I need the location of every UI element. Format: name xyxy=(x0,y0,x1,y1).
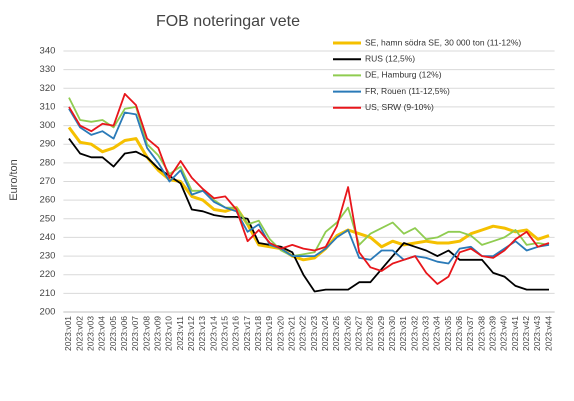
y-axis-label: Euro/ton xyxy=(8,159,20,201)
x-tick-label: 2023:v44 xyxy=(543,316,553,351)
x-tick-label: 2023:v24 xyxy=(320,316,330,351)
x-tick-label: 2023:v29 xyxy=(376,316,386,351)
legend-label: FR, Rouen (11-12,5%) xyxy=(365,86,450,96)
series-line xyxy=(68,138,549,293)
x-tick-label: 2023:v37 xyxy=(465,316,475,351)
x-tick-label: 2023:v19 xyxy=(264,316,274,351)
legend-label: US, SRW (9-10%) xyxy=(365,102,434,112)
y-tick-label: 210 xyxy=(40,288,56,299)
x-tick-label: 2023:v41 xyxy=(510,316,520,351)
x-tick-label: 2023:v34 xyxy=(432,316,442,351)
x-tick-label: 2023:v09 xyxy=(153,316,163,351)
x-tick-label: 2023:v30 xyxy=(387,316,397,351)
chart-title: FOB noteringar vete xyxy=(156,13,300,30)
x-tick-label: 2023:v38 xyxy=(476,316,486,351)
y-tick-label: 270 xyxy=(40,176,56,187)
series-line xyxy=(68,108,550,265)
x-tick-label: 2023:v07 xyxy=(130,316,140,351)
x-tick-label: 2023:v36 xyxy=(454,316,464,351)
legend-label: RUS (12,5%) xyxy=(365,53,415,63)
x-tick-label: 2023:v26 xyxy=(342,316,352,351)
x-tick-label: 2023:v05 xyxy=(108,316,118,351)
x-tick-label: 2023:v42 xyxy=(521,316,531,351)
y-tick-label: 300 xyxy=(40,120,56,131)
x-tick-label: 2023:v12 xyxy=(186,316,196,351)
y-tick-label: 240 xyxy=(40,232,56,243)
y-tick-label: 250 xyxy=(40,213,56,224)
x-tick-label: 2023:v27 xyxy=(353,316,363,351)
legend-label: DE, Hamburg (12%) xyxy=(365,70,442,80)
x-tick-label: 2023:v04 xyxy=(97,316,107,351)
x-tick-label: 2023:v32 xyxy=(409,316,419,351)
x-tick-label: 2023:v21 xyxy=(287,316,297,351)
x-tick-label: 2023:v03 xyxy=(86,316,96,351)
x-tick-label: 2023:v02 xyxy=(74,316,84,351)
y-tick-label: 330 xyxy=(40,64,56,75)
x-tick-label: 2023:v06 xyxy=(119,316,129,351)
x-tick-label: 2023:v08 xyxy=(141,316,151,351)
x-tick-label: 2023:v13 xyxy=(197,316,207,351)
x-tick-label: 2023:v40 xyxy=(499,316,509,351)
y-tick-label: 230 xyxy=(40,251,56,262)
x-tick-label: 2023:v10 xyxy=(164,316,174,351)
y-tick-label: 220 xyxy=(40,269,56,280)
x-tick-label: 2023:v35 xyxy=(443,316,453,351)
x-tick-label: 2023:v43 xyxy=(532,316,542,351)
y-tick-label: 280 xyxy=(40,157,56,168)
y-tick-label: 200 xyxy=(40,307,56,318)
y-tick-label: 310 xyxy=(40,101,56,112)
x-tick-label: 2023:v39 xyxy=(487,316,497,351)
x-tick-label: 2023:v01 xyxy=(63,316,73,351)
legend-label: SE, hamn södra SE, 30 000 ton (11-12%) xyxy=(365,37,521,47)
y-tick-label: 260 xyxy=(40,195,56,206)
x-tick-label: 2023:v15 xyxy=(220,316,230,351)
series-line xyxy=(68,93,550,285)
x-tick-label: 2023:v16 xyxy=(231,316,241,351)
x-tick-label: 2023:v18 xyxy=(253,316,263,351)
x-tick-label: 2023:v17 xyxy=(242,316,252,351)
x-tick-label: 2023:v22 xyxy=(298,316,308,351)
x-tick-label: 2023:v28 xyxy=(365,316,375,351)
x-tick-label: 2023:v11 xyxy=(175,316,185,351)
y-tick-label: 340 xyxy=(40,46,56,57)
x-tick-label: 2023:v33 xyxy=(420,316,430,351)
x-tick-label: 2023:v14 xyxy=(208,316,218,351)
series-line xyxy=(68,97,550,257)
y-tick-label: 320 xyxy=(40,83,56,94)
x-tick-label: 2023:v31 xyxy=(398,316,408,351)
x-tick-label: 2023:v25 xyxy=(331,316,341,351)
y-tick-label: 290 xyxy=(40,139,56,150)
x-tick-label: 2023:v20 xyxy=(275,316,285,351)
x-tick-label: 2023:v23 xyxy=(309,316,319,351)
